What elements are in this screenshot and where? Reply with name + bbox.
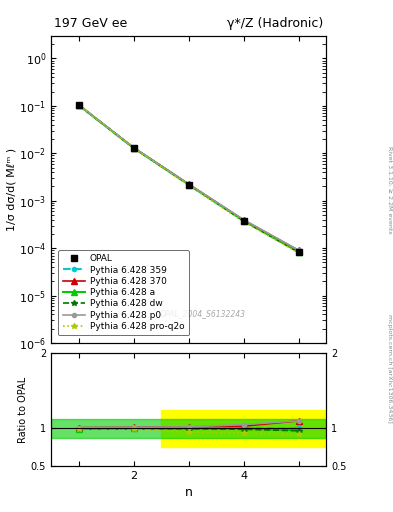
Pythia 6.428 a	[76, 102, 81, 108]
Text: mcplots.cern.ch [arXiv:1306.3436]: mcplots.cern.ch [arXiv:1306.3436]	[387, 314, 392, 423]
Pythia 6.428 dw	[186, 181, 191, 187]
Pythia 6.428 359	[76, 102, 81, 108]
Pythia 6.428 a	[296, 249, 301, 255]
Pythia 6.428 370	[76, 102, 81, 108]
Pythia 6.428 p0	[131, 144, 136, 151]
Pythia 6.428 pro-q2o	[241, 219, 246, 225]
Pythia 6.428 p0	[76, 102, 81, 108]
Pythia 6.428 a	[186, 181, 191, 187]
Pythia 6.428 370	[296, 247, 301, 253]
Pythia 6.428 a	[241, 218, 246, 224]
Pythia 6.428 359	[186, 181, 191, 187]
Text: Rivet 3.1.10, ≥ 2.2M events: Rivet 3.1.10, ≥ 2.2M events	[387, 145, 392, 233]
Pythia 6.428 a	[131, 145, 136, 151]
Line: Pythia 6.428 370: Pythia 6.428 370	[76, 102, 301, 253]
Pythia 6.428 pro-q2o	[296, 250, 301, 256]
Pythia 6.428 359	[241, 218, 246, 224]
X-axis label: n: n	[185, 486, 193, 499]
Line: Pythia 6.428 359: Pythia 6.428 359	[77, 103, 301, 253]
Pythia 6.428 pro-q2o	[131, 145, 136, 151]
Text: γ*/Z (Hadronic): γ*/Z (Hadronic)	[227, 17, 323, 30]
Pythia 6.428 370	[131, 144, 136, 151]
Pythia 6.428 370	[241, 217, 246, 223]
Pythia 6.428 dw	[241, 218, 246, 224]
Line: Pythia 6.428 pro-q2o: Pythia 6.428 pro-q2o	[76, 102, 301, 255]
Pythia 6.428 dw	[296, 249, 301, 255]
Legend: OPAL, Pythia 6.428 359, Pythia 6.428 370, Pythia 6.428 a, Pythia 6.428 dw, Pythi: OPAL, Pythia 6.428 359, Pythia 6.428 370…	[58, 250, 189, 335]
Pythia 6.428 p0	[186, 181, 191, 187]
Pythia 6.428 359	[131, 145, 136, 151]
Text: 197 GeV ee: 197 GeV ee	[54, 17, 127, 30]
Line: Pythia 6.428 p0: Pythia 6.428 p0	[77, 103, 301, 252]
Pythia 6.428 pro-q2o	[186, 182, 191, 188]
Pythia 6.428 370	[186, 181, 191, 187]
Y-axis label: Ratio to OPAL: Ratio to OPAL	[18, 376, 28, 443]
Pythia 6.428 p0	[241, 217, 246, 223]
Line: Pythia 6.428 a: Pythia 6.428 a	[76, 102, 301, 255]
Pythia 6.428 pro-q2o	[76, 102, 81, 108]
Pythia 6.428 359	[296, 248, 301, 254]
Pythia 6.428 p0	[296, 247, 301, 253]
Pythia 6.428 dw	[76, 102, 81, 108]
Text: OPAL_2004_S6132243: OPAL_2004_S6132243	[160, 309, 245, 318]
Y-axis label: 1/σ dσ/d( Mℓᵐ ): 1/σ dσ/d( Mℓᵐ )	[6, 148, 16, 231]
Line: Pythia 6.428 dw: Pythia 6.428 dw	[76, 102, 301, 255]
Pythia 6.428 dw	[131, 145, 136, 151]
